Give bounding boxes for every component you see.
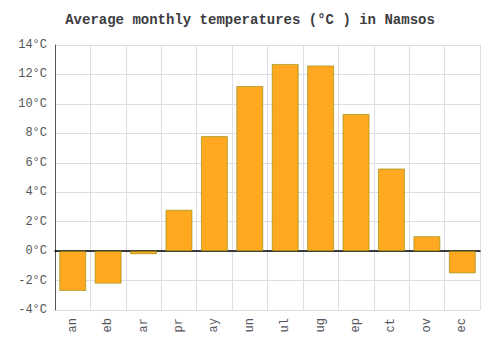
svg-text:ov: ov xyxy=(420,318,434,332)
svg-text:2°C: 2°C xyxy=(25,215,47,229)
svg-text:14°C: 14°C xyxy=(18,38,47,52)
svg-text:4°C: 4°C xyxy=(25,185,47,199)
svg-text:6°C: 6°C xyxy=(25,156,47,170)
svg-text:un: un xyxy=(243,318,257,332)
svg-text:Average monthly temperatures (: Average monthly temperatures (°C ) in Na… xyxy=(65,12,435,28)
svg-text:ct: ct xyxy=(384,318,398,332)
svg-text:-4°C: -4°C xyxy=(18,303,47,317)
svg-text:8°C: 8°C xyxy=(25,126,47,140)
svg-text:ay: ay xyxy=(207,318,221,332)
svg-text:ul: ul xyxy=(278,318,292,332)
svg-text:eb: eb xyxy=(101,318,115,332)
svg-text:0°C: 0°C xyxy=(25,244,47,258)
svg-text:ar: ar xyxy=(137,318,151,332)
svg-text:12°C: 12°C xyxy=(18,67,47,81)
svg-text:an: an xyxy=(66,318,80,332)
svg-text:ec: ec xyxy=(455,318,469,332)
svg-text:pr: pr xyxy=(172,318,186,332)
svg-text:ep: ep xyxy=(349,318,363,332)
svg-text:-2°C: -2°C xyxy=(18,274,47,288)
svg-text:10°C: 10°C xyxy=(18,97,47,111)
svg-text:ug: ug xyxy=(314,318,328,332)
